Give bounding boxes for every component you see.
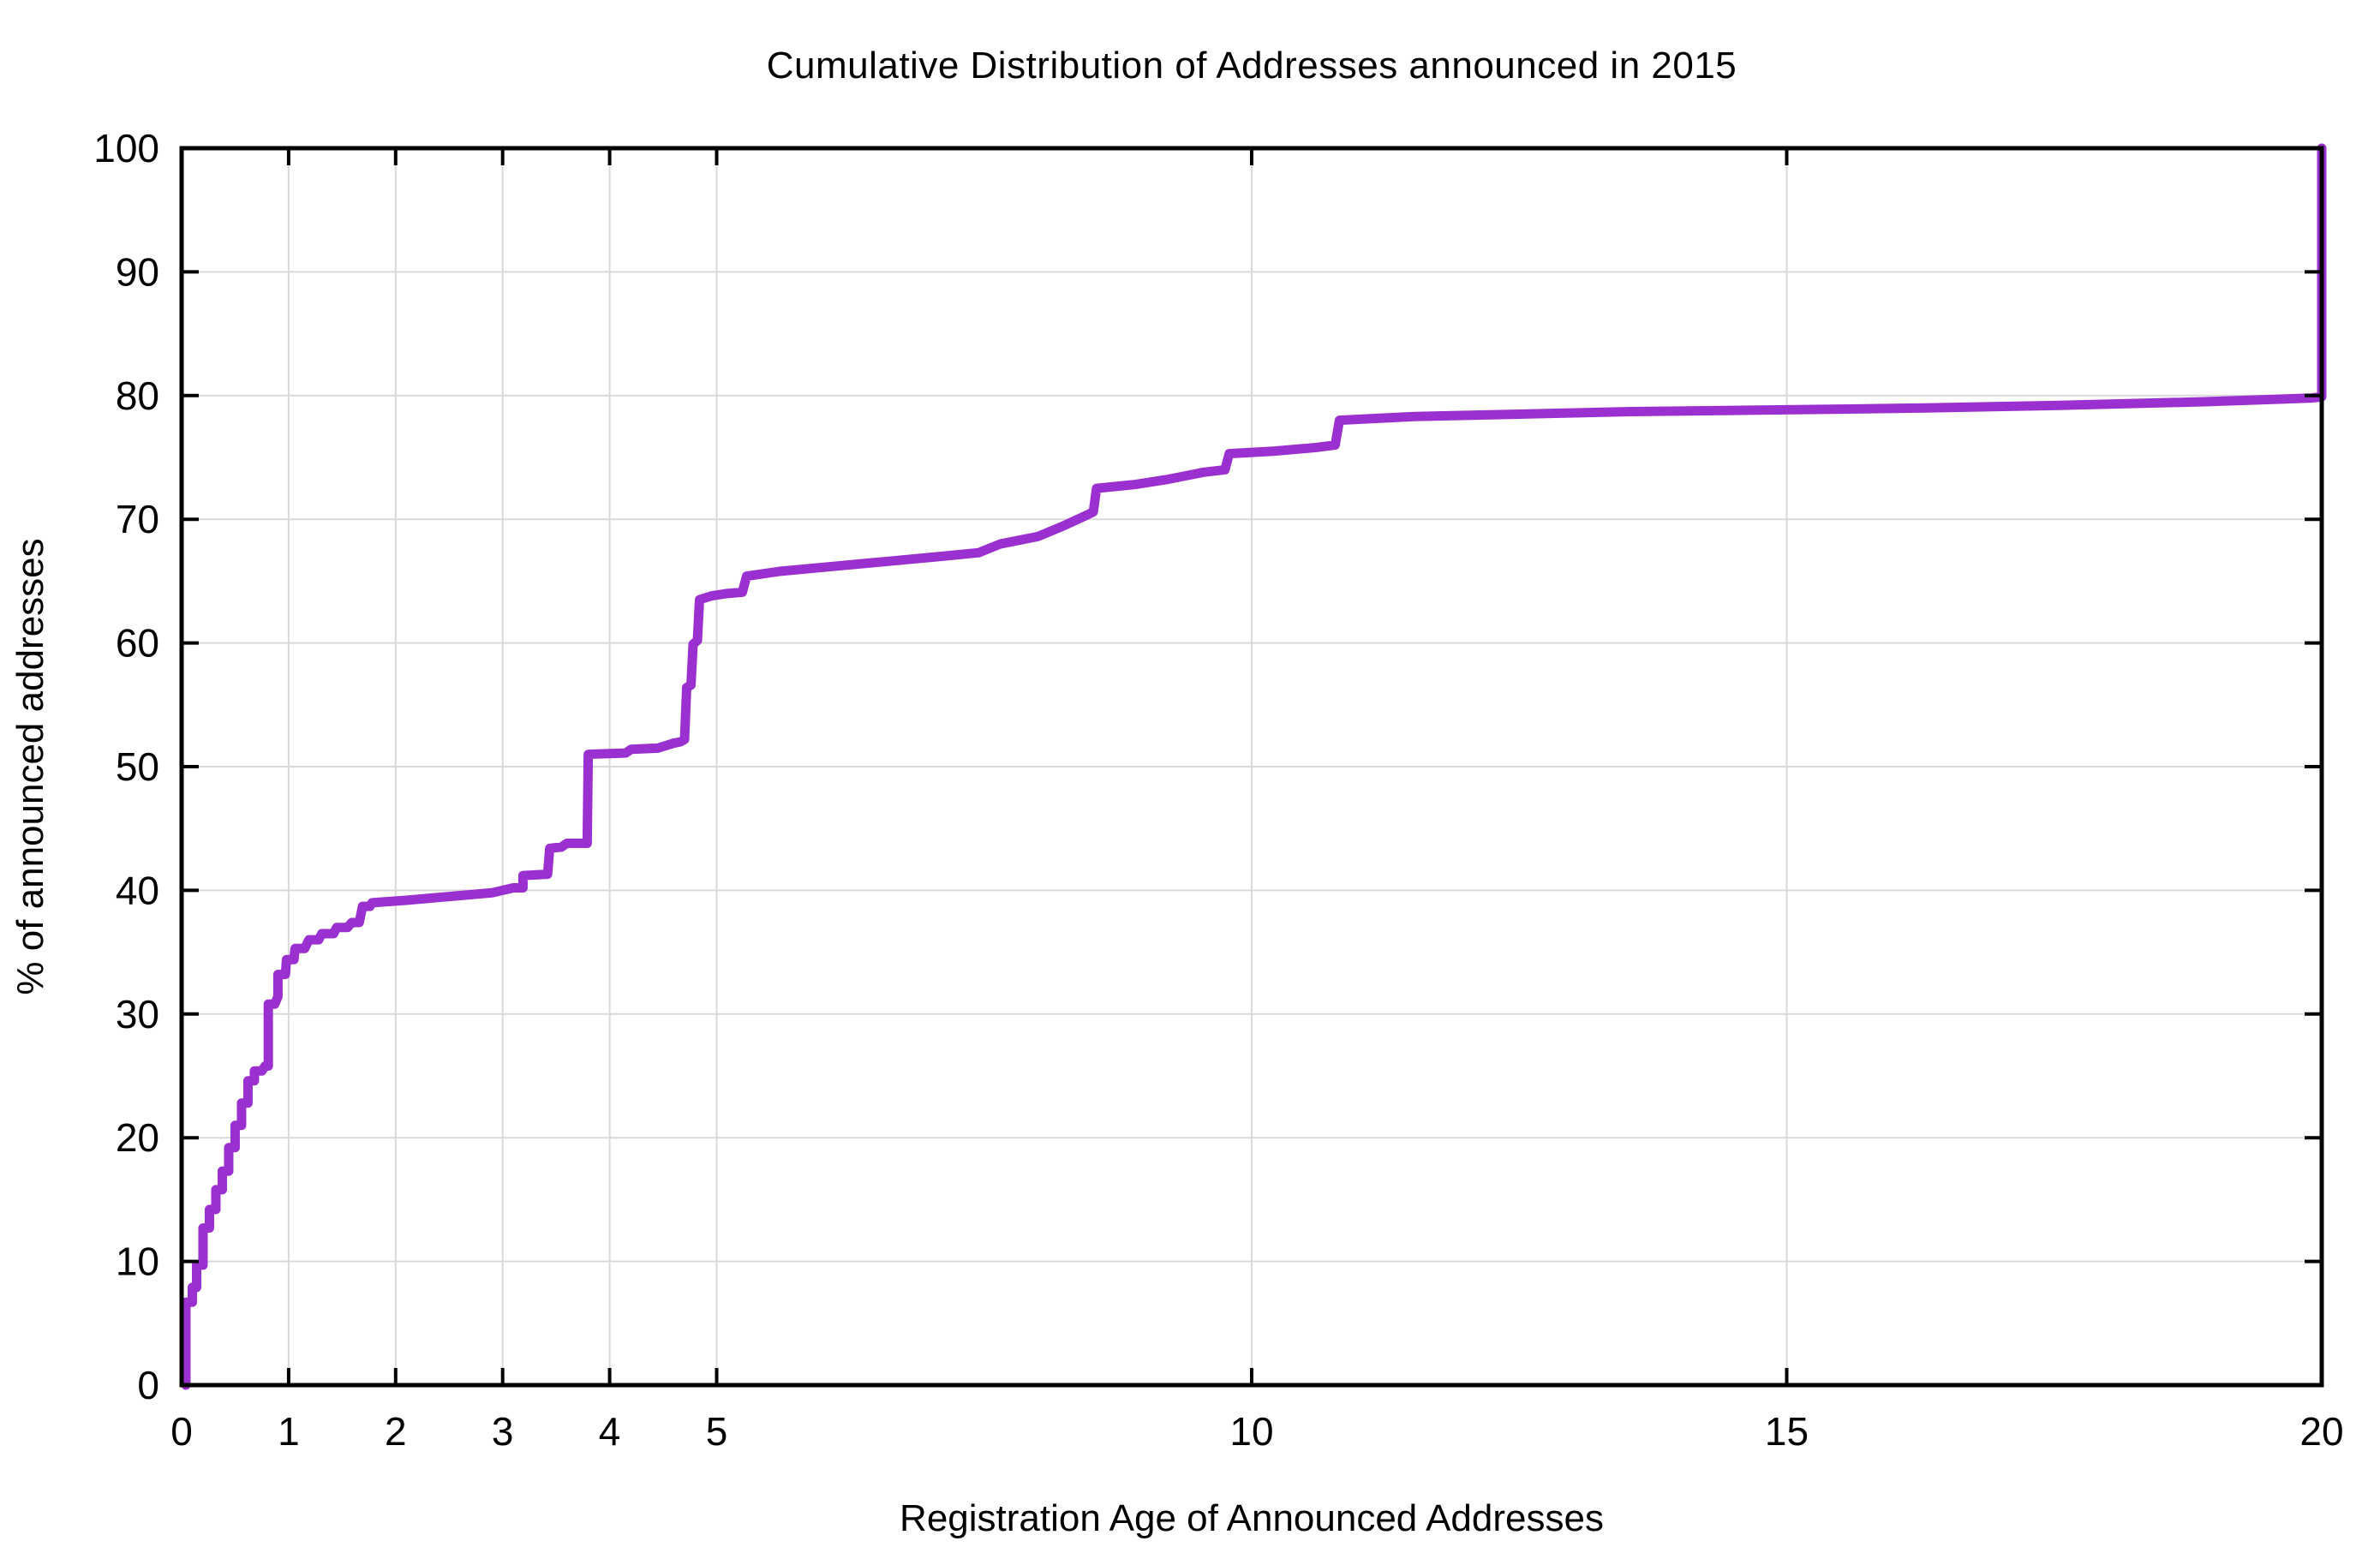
svg-text:20: 20 — [2299, 1409, 2343, 1454]
x-axis-title: Registration Age of Announced Addresses — [900, 1497, 1604, 1539]
tick-marks — [180, 146, 2323, 1387]
gridlines — [182, 148, 2322, 1385]
svg-text:20: 20 — [116, 1115, 159, 1160]
svg-text:3: 3 — [492, 1409, 514, 1454]
svg-text:1: 1 — [278, 1409, 300, 1454]
svg-text:80: 80 — [116, 373, 159, 418]
svg-text:30: 30 — [116, 992, 159, 1036]
y-axis-title: % of announced addresses — [9, 538, 51, 995]
svg-text:5: 5 — [706, 1409, 728, 1454]
svg-text:2: 2 — [385, 1409, 407, 1454]
svg-text:100: 100 — [93, 126, 159, 170]
svg-text:90: 90 — [116, 249, 159, 294]
x-tick-labels: 0 1 2 3 4 5 10 15 20 — [170, 1409, 2343, 1454]
svg-text:15: 15 — [1765, 1409, 1809, 1454]
svg-text:10: 10 — [1229, 1409, 1273, 1454]
svg-text:0: 0 — [137, 1363, 159, 1407]
svg-text:4: 4 — [599, 1409, 621, 1454]
y-tick-labels: 0 10 20 30 40 50 60 70 80 90 100 — [93, 126, 159, 1407]
svg-text:40: 40 — [116, 868, 159, 912]
svg-text:0: 0 — [170, 1409, 193, 1454]
svg-text:70: 70 — [116, 497, 159, 541]
svg-text:50: 50 — [116, 744, 159, 789]
svg-text:60: 60 — [116, 621, 159, 666]
svg-text:10: 10 — [116, 1239, 159, 1284]
cdf-curve — [181, 143, 2327, 1390]
chart-title: Cumulative Distribution of Addresses ann… — [766, 45, 1737, 87]
